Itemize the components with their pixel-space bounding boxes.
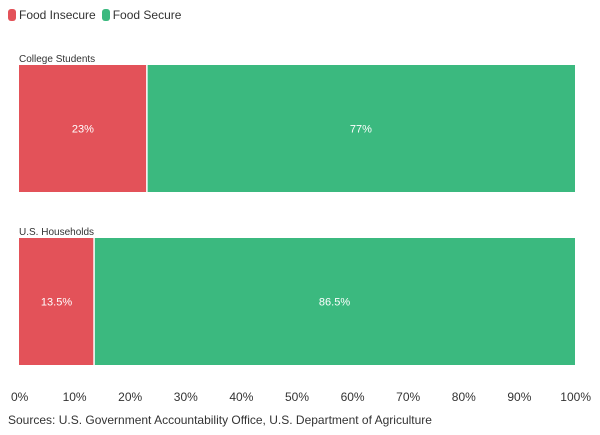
data-label: 13.5%: [41, 297, 72, 309]
x-tick-label: 80%: [452, 390, 476, 404]
legend: Food Insecure Food Secure: [8, 8, 181, 22]
data-label: 77%: [350, 124, 372, 136]
x-tick-label: 0%: [11, 390, 29, 404]
legend-label: Food Secure: [112, 8, 182, 22]
x-tick-label: 40%: [229, 390, 253, 404]
legend-item-food-secure[interactable]: Food Secure: [101, 8, 182, 22]
x-tick-label: 90%: [507, 390, 531, 404]
category-label: College Students: [19, 54, 95, 65]
x-tick-label: 20%: [118, 390, 142, 404]
x-tick-label: 50%: [285, 390, 309, 404]
data-label: 23%: [72, 124, 94, 136]
bar-segment: [19, 238, 95, 365]
legend-label: Food Insecure: [19, 8, 96, 22]
category-label: U.S. Households: [19, 227, 94, 238]
source-note: Sources: U.S. Government Accountability …: [8, 413, 432, 427]
x-tick-label: 60%: [341, 390, 365, 404]
legend-swatch-icon: [8, 9, 16, 21]
x-tick-label: 10%: [63, 390, 87, 404]
data-label: 86.5%: [319, 297, 350, 309]
legend-item-food-insecure[interactable]: Food Insecure: [8, 8, 96, 22]
bar-segment: [19, 65, 147, 192]
x-tick-label: 100%: [560, 390, 591, 404]
bar-segment: [146, 65, 575, 192]
legend-swatch-icon: [101, 9, 110, 21]
x-tick-label: 70%: [396, 390, 420, 404]
bar-segment: [94, 238, 575, 365]
x-tick-label: 30%: [174, 390, 198, 404]
